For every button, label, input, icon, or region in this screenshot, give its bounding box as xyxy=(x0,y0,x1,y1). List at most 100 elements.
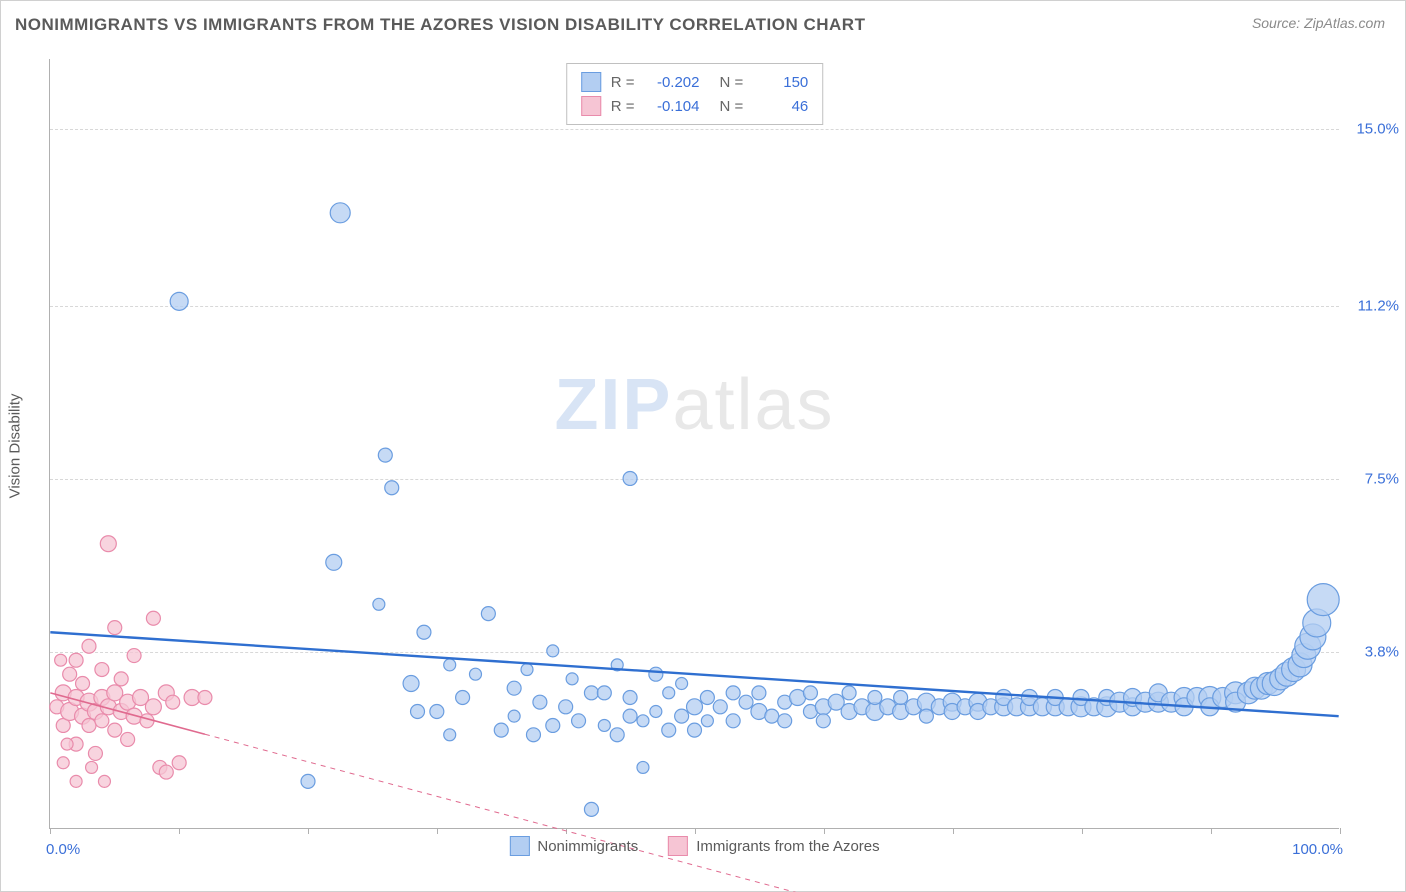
pink-point xyxy=(70,775,82,787)
legend-bottom: NonimmigrantsImmigrants from the Azores xyxy=(509,836,879,856)
blue-point xyxy=(547,645,559,657)
blue-point xyxy=(868,691,882,705)
blue-point xyxy=(521,664,533,676)
pink-point xyxy=(82,718,96,732)
blue-point xyxy=(726,686,740,700)
y-tick-label: 3.8% xyxy=(1365,643,1399,660)
y-tick-label: 11.2% xyxy=(1358,298,1399,315)
pink-point xyxy=(198,691,212,705)
blue-point xyxy=(417,625,431,639)
blue-point xyxy=(411,704,425,718)
blue-point xyxy=(444,729,456,741)
blue-point xyxy=(566,673,578,685)
pink-point xyxy=(61,738,73,750)
blue-point xyxy=(610,728,624,742)
blue-point xyxy=(752,686,766,700)
blue-point xyxy=(739,695,753,709)
r-value: -0.202 xyxy=(645,74,700,91)
pink-point xyxy=(76,677,90,691)
blue-point xyxy=(584,802,598,816)
r-value: -0.104 xyxy=(645,98,700,115)
chart-svg xyxy=(50,59,1339,828)
blue-point xyxy=(765,709,779,723)
blue-point xyxy=(726,714,740,728)
x-axis-min-label: 0.0% xyxy=(46,841,80,858)
legend-stats-row: R = -0.202 N = 150 xyxy=(581,70,809,94)
blue-point xyxy=(663,687,675,699)
blue-point xyxy=(894,691,908,705)
x-tick xyxy=(50,828,51,834)
blue-point xyxy=(326,554,342,570)
pink-point xyxy=(82,639,96,653)
blue-point xyxy=(494,723,508,737)
source-attribution: Source: ZipAtlas.com xyxy=(1252,15,1385,31)
blue-point xyxy=(584,686,598,700)
pink-point xyxy=(55,654,67,666)
chart-title: NONIMMIGRANTS VS IMMIGRANTS FROM THE AZO… xyxy=(15,15,865,35)
y-tick-label: 15.0% xyxy=(1356,121,1399,138)
blue-point xyxy=(637,715,649,727)
pink-point xyxy=(57,757,69,769)
blue-point xyxy=(508,710,520,722)
legend-swatch xyxy=(668,836,688,856)
blue-point xyxy=(662,723,676,737)
blue-point xyxy=(688,723,702,737)
legend-stats-box: R =-0.202N =150R =-0.104N =46 xyxy=(566,63,824,125)
pink-point xyxy=(95,714,109,728)
plot-area: ZIPatlas 3.8%7.5%11.2%15.0% R =-0.202N =… xyxy=(49,59,1339,829)
blue-point xyxy=(430,704,444,718)
pink-point xyxy=(88,746,102,760)
blue-point xyxy=(526,728,540,742)
blue-point xyxy=(481,607,495,621)
x-tick xyxy=(1340,828,1341,834)
x-tick xyxy=(953,828,954,834)
legend-swatch xyxy=(509,836,529,856)
pink-point xyxy=(121,732,135,746)
x-tick xyxy=(695,828,696,834)
legend-label: Nonimmigrants xyxy=(537,838,638,855)
r-label: R = xyxy=(611,74,635,91)
pink-point xyxy=(159,765,173,779)
blue-point xyxy=(330,203,350,223)
blue-point xyxy=(803,686,817,700)
blue-point xyxy=(623,709,637,723)
pink-point xyxy=(98,775,110,787)
pink-point xyxy=(95,663,109,677)
blue-point xyxy=(778,714,792,728)
blue-point xyxy=(533,695,547,709)
x-tick xyxy=(824,828,825,834)
blue-point xyxy=(816,714,830,728)
y-axis-label: Vision Disability xyxy=(7,394,24,499)
legend-swatch xyxy=(581,96,601,116)
pink-point xyxy=(166,695,180,709)
blue-point xyxy=(842,686,856,700)
pink-point xyxy=(69,653,83,667)
pink-point xyxy=(172,756,186,770)
blue-point xyxy=(572,714,586,728)
blue-point xyxy=(1307,584,1339,616)
pink-point xyxy=(108,621,122,635)
x-tick xyxy=(437,828,438,834)
n-value: 150 xyxy=(753,74,808,91)
blue-point xyxy=(675,709,689,723)
pink-point xyxy=(100,536,116,552)
x-tick xyxy=(308,828,309,834)
blue-point xyxy=(919,709,933,723)
pink-point xyxy=(146,611,160,625)
blue-point xyxy=(378,448,392,462)
blue-point xyxy=(301,774,315,788)
x-tick xyxy=(179,828,180,834)
blue-point xyxy=(403,676,419,692)
blue-point xyxy=(687,699,703,715)
blue-point xyxy=(373,598,385,610)
pink-point xyxy=(127,649,141,663)
blue-point xyxy=(170,292,188,310)
blue-point xyxy=(701,715,713,727)
x-tick xyxy=(1211,828,1212,834)
blue-point xyxy=(385,481,399,495)
n-label: N = xyxy=(720,74,744,91)
blue-point xyxy=(676,678,688,690)
pink-point xyxy=(108,723,122,737)
r-label: R = xyxy=(611,98,635,115)
pink-point xyxy=(86,761,98,773)
